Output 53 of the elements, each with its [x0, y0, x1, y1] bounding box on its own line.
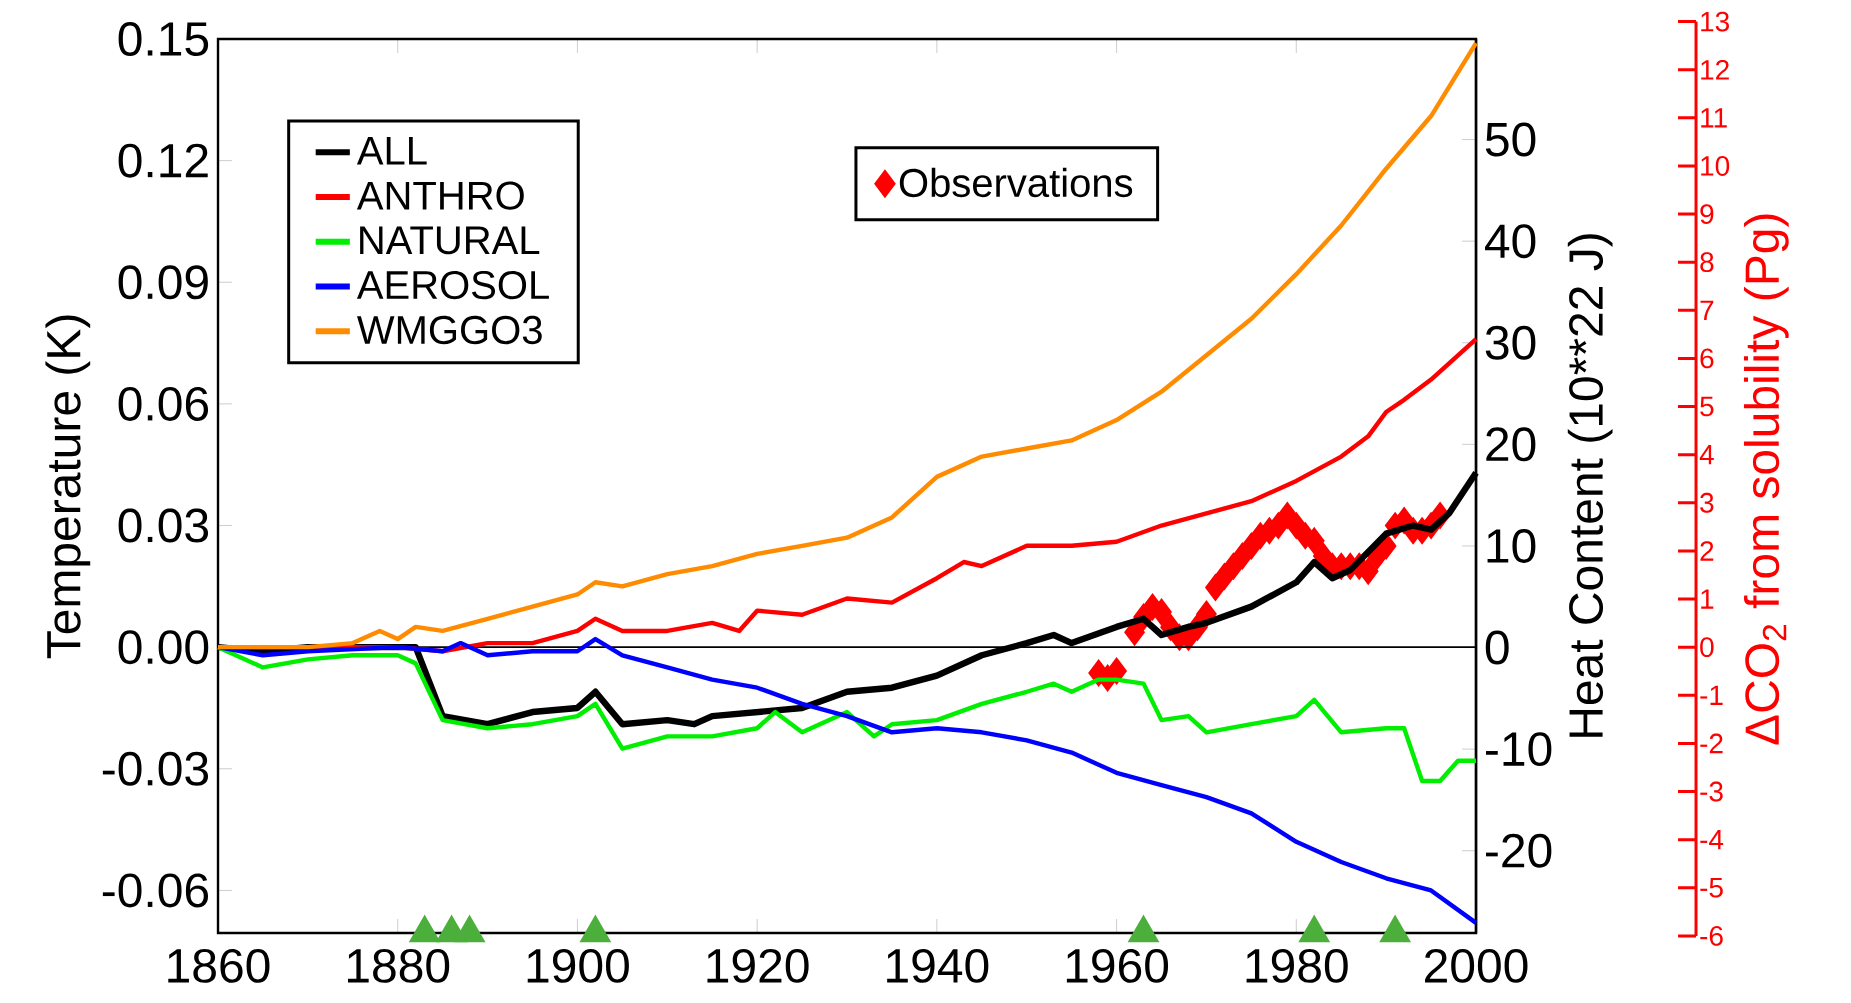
- y2-tick-label: 40: [1484, 224, 1536, 259]
- y-tick-label: 0.03: [118, 508, 209, 543]
- y3-tick-label: 1: [1701, 589, 1714, 609]
- y2-tick-label: 30: [1485, 325, 1536, 360]
- y-tick-label: 0.06: [118, 386, 209, 421]
- x-tick-label: 1920: [707, 948, 809, 983]
- y2-tick-label: 50: [1485, 122, 1536, 157]
- y3-tick-label: -4: [1700, 830, 1724, 850]
- y3-tick-label: 10: [1701, 156, 1730, 176]
- y2-axis-title: Heat Content (10**22 J): [1567, 234, 1613, 737]
- y2-tick-label: -10: [1486, 732, 1552, 767]
- x-tick-label: 1860: [168, 948, 270, 983]
- y2-tick-label: 0: [1485, 630, 1509, 665]
- y3-tick-label: -5: [1700, 878, 1723, 898]
- y3-tick-label: -3: [1700, 781, 1723, 802]
- y2-tick-label: 20: [1486, 427, 1536, 462]
- y-tick-label: 0.15: [118, 22, 209, 56]
- y2-tick-label: 10: [1487, 528, 1536, 563]
- y3-tick-label: 7: [1700, 300, 1714, 320]
- y3-tick-label: 5: [1700, 396, 1714, 417]
- legend-label: NATURAL: [360, 226, 540, 255]
- y3-tick-label: 0: [1700, 637, 1714, 658]
- y3-tick-label: 13: [1701, 11, 1729, 32]
- y-tick-label: 0.12: [118, 143, 208, 178]
- y3-tick-label: -6: [1700, 925, 1723, 946]
- y3-tick-label: 12: [1701, 59, 1729, 80]
- x-tick-label: 1940: [887, 948, 989, 983]
- x-tick-label: 2000: [1425, 948, 1528, 983]
- y-tick-label: -0.06: [102, 873, 209, 908]
- y3-axis-title: ΔCO$_{2}$ from solubility (Pg): [1743, 214, 1789, 745]
- y3-tick-label: 8: [1700, 252, 1714, 273]
- y-tick-label: -0.03: [102, 751, 209, 786]
- legend-label: WMGGO3: [357, 315, 542, 345]
- y3-tick-label: 4: [1699, 445, 1714, 465]
- y3-tick-label: 11: [1701, 108, 1727, 128]
- y-tick-label: 0.09: [118, 265, 208, 300]
- y3-tick-label: 6: [1700, 348, 1714, 369]
- x-tick-label: 1880: [348, 948, 450, 983]
- x-tick-label: 1960: [1066, 948, 1169, 983]
- y-axis-title: Temperature (K): [45, 315, 91, 659]
- legend-label: ANTHRO: [356, 181, 524, 210]
- y-tick-label: 0.00: [118, 630, 209, 665]
- y2-tick-label: -20: [1486, 833, 1552, 868]
- legend-label: AEROSOL: [356, 270, 549, 300]
- x-tick-label: 1900: [527, 948, 629, 983]
- y3-tick-label: -2: [1700, 733, 1723, 754]
- y3-tick-label: 3: [1700, 492, 1714, 513]
- y3-tick-label: 9: [1700, 204, 1714, 224]
- y3-tick-label: -1: [1700, 685, 1723, 705]
- y3-tick-label: 2: [1700, 541, 1714, 561]
- legend-label: ALL: [356, 136, 427, 165]
- x-tick-label: 1980: [1246, 948, 1348, 983]
- legend-label: Observations: [899, 167, 1133, 198]
